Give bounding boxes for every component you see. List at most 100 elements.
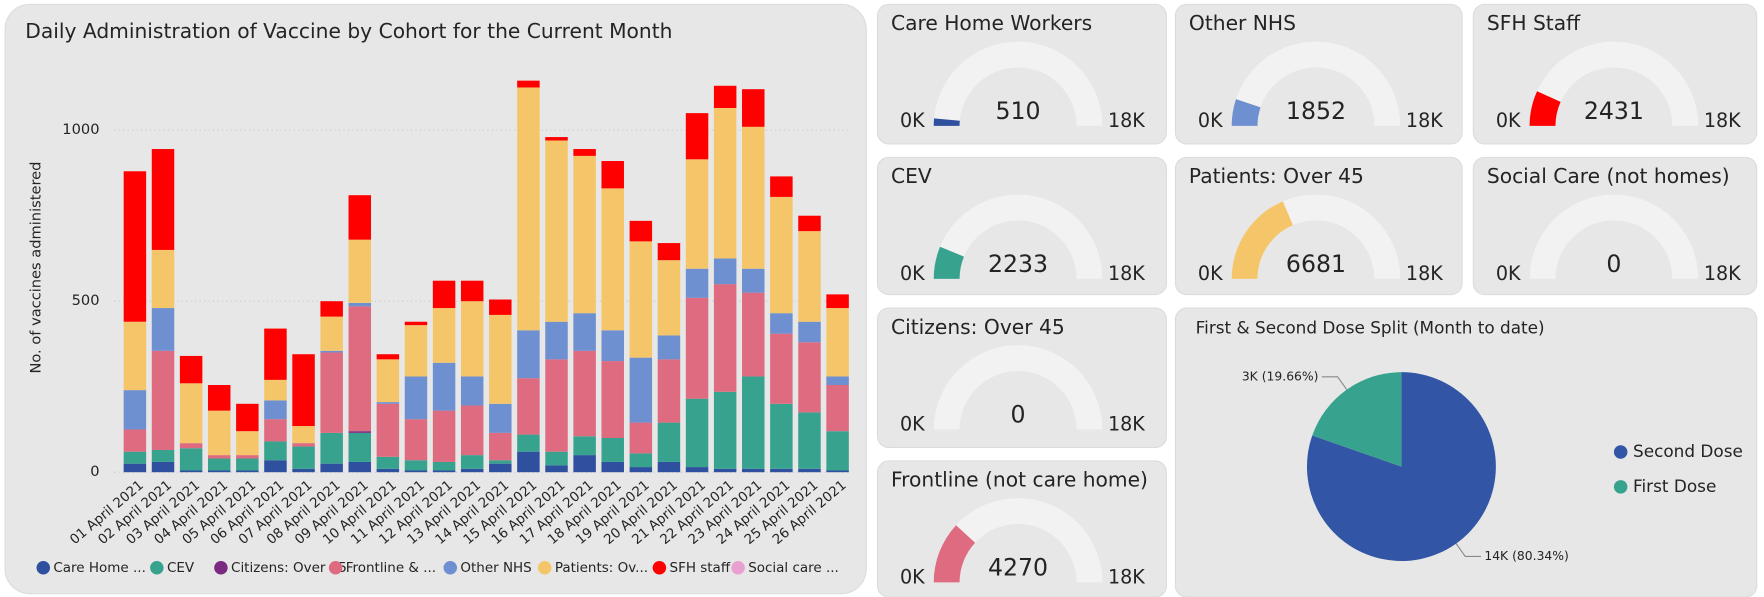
bar-segment xyxy=(348,302,372,307)
legend-label: Other NHS xyxy=(460,560,531,576)
legend-marker xyxy=(150,561,164,575)
bar-segment xyxy=(545,451,568,466)
gauge-max-label: 18K xyxy=(1108,262,1145,285)
legend-label: SFH staff xyxy=(670,560,731,576)
gauge-track xyxy=(933,194,1103,279)
bar-segment xyxy=(489,463,512,473)
bar-segment xyxy=(348,432,372,462)
bar-segment xyxy=(770,333,793,404)
legend-label: Frontline & ... xyxy=(346,560,436,576)
bar-segment xyxy=(601,361,624,439)
bar-segment xyxy=(826,308,849,377)
bar-segment xyxy=(573,350,596,437)
gauge-value: 0 xyxy=(1606,250,1621,278)
legend-marker xyxy=(36,561,51,575)
bar-segment xyxy=(713,284,737,392)
bar-segment xyxy=(826,294,849,309)
gauge-min-label: 0K xyxy=(1198,109,1223,132)
bar-segment xyxy=(629,241,653,358)
gauge-title: Care Home Workers xyxy=(891,11,1092,35)
gauge-title: Other NHS xyxy=(1189,11,1296,35)
pie-slice xyxy=(1306,372,1496,562)
bar-segment xyxy=(236,470,259,473)
bar-segment xyxy=(685,297,709,399)
bar-segment xyxy=(742,89,765,127)
gauge-min-label: 0K xyxy=(1496,262,1521,285)
legend-marker xyxy=(1613,480,1628,494)
y-tick-label: 500 xyxy=(72,292,100,309)
bar-segment xyxy=(573,455,596,473)
gauge-value: 510 xyxy=(996,97,1041,125)
gauge-track xyxy=(933,345,1103,430)
bar-segment xyxy=(320,316,343,351)
gauge-title: Patients: Over 45 xyxy=(1189,164,1364,188)
bar-segment xyxy=(348,431,372,433)
bar-segment xyxy=(432,410,456,462)
bar-segment xyxy=(264,379,287,401)
bar-segment xyxy=(264,419,287,442)
bar-segment xyxy=(713,258,737,285)
bar-segment xyxy=(713,108,737,259)
bar-segment xyxy=(460,405,484,456)
bar-segment xyxy=(517,87,540,331)
pie-data-label: 14K (80.34%) xyxy=(1484,549,1569,563)
bar-segment xyxy=(601,161,624,189)
bar-segment xyxy=(742,268,765,293)
gauge-max-label: 18K xyxy=(1108,412,1145,435)
bar-segment xyxy=(376,468,400,473)
bar-segment xyxy=(657,243,681,261)
gauge-track xyxy=(933,498,1103,583)
bar-segment xyxy=(713,85,737,109)
bar-segment xyxy=(770,313,793,334)
bar-segment xyxy=(545,321,568,360)
legend-marker xyxy=(214,561,228,575)
bar-segment xyxy=(264,328,287,380)
gauge-value: 4270 xyxy=(988,553,1048,581)
bar-segment xyxy=(207,455,231,459)
gauge-min-label: 0K xyxy=(1496,109,1521,132)
bar-segment xyxy=(123,451,147,464)
bar-segment xyxy=(798,231,821,322)
gauge-title: SFH Staff xyxy=(1487,11,1581,35)
legend-label: Care Home ... xyxy=(53,560,145,576)
gauge-value: 1852 xyxy=(1286,97,1346,125)
gauge-track xyxy=(933,41,1103,126)
bar-segment xyxy=(713,391,737,469)
bar-segment xyxy=(573,149,596,156)
legend-label: First Dose xyxy=(1633,476,1716,496)
gauge-title: Frontline (not care home) xyxy=(891,468,1148,492)
bar-segment xyxy=(826,376,849,386)
gauge-value: 6681 xyxy=(1286,250,1346,278)
bar-segment xyxy=(151,149,175,250)
bar-segment xyxy=(151,308,175,351)
gauge-value: 2233 xyxy=(988,250,1048,278)
pie-title: First & Second Dose Split (Month to date… xyxy=(1196,317,1545,337)
gauge-max-label: 18K xyxy=(1108,109,1145,132)
bar-segment xyxy=(770,176,793,197)
bar-segment xyxy=(179,470,203,473)
legend-marker xyxy=(537,561,552,575)
bar-segment xyxy=(517,80,540,88)
bar-segment xyxy=(685,113,709,160)
bar-segment xyxy=(151,449,175,462)
bar-segment xyxy=(348,306,372,432)
bar-segment xyxy=(348,195,372,240)
bar-segment xyxy=(629,357,653,423)
bar-segment xyxy=(123,321,147,391)
bar-segment xyxy=(517,330,540,379)
legend-label: CEV xyxy=(167,560,195,576)
bar-segment xyxy=(545,137,568,141)
bar-segment xyxy=(404,325,428,377)
pie-data-label: 3K (19.66%) xyxy=(1242,369,1319,383)
bar-segment xyxy=(545,359,568,452)
bar-segment xyxy=(742,292,765,377)
gauge-max-label: 18K xyxy=(1108,565,1145,588)
bar-segment xyxy=(123,429,147,452)
gauge-value-arc xyxy=(933,525,976,583)
bar-segment xyxy=(460,455,484,469)
bar-segment xyxy=(489,403,512,433)
bar-segment xyxy=(292,468,315,473)
bar-segment xyxy=(770,196,793,314)
bar-segment xyxy=(151,350,175,450)
